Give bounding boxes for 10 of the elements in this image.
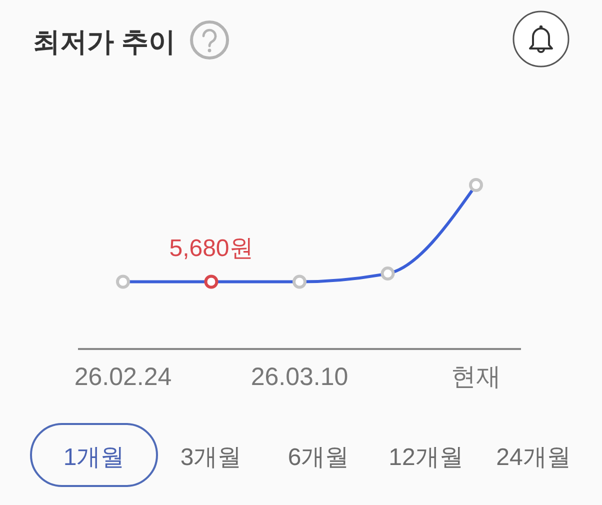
title: 최저가 추이	[33, 27, 176, 57]
period-label: 12개월	[388, 444, 464, 471]
price-note: 5,680원	[169, 234, 254, 262]
x-tick-label: 현재	[451, 363, 501, 391]
period-label: 6개월	[288, 444, 350, 471]
x-tick-label: 26.02.24	[74, 363, 172, 391]
period-label: 24개월	[496, 444, 571, 471]
period-label: 3개월	[180, 444, 242, 471]
x-tick-label: 26.03.10	[250, 363, 348, 391]
period-label: 1개월	[63, 444, 125, 471]
